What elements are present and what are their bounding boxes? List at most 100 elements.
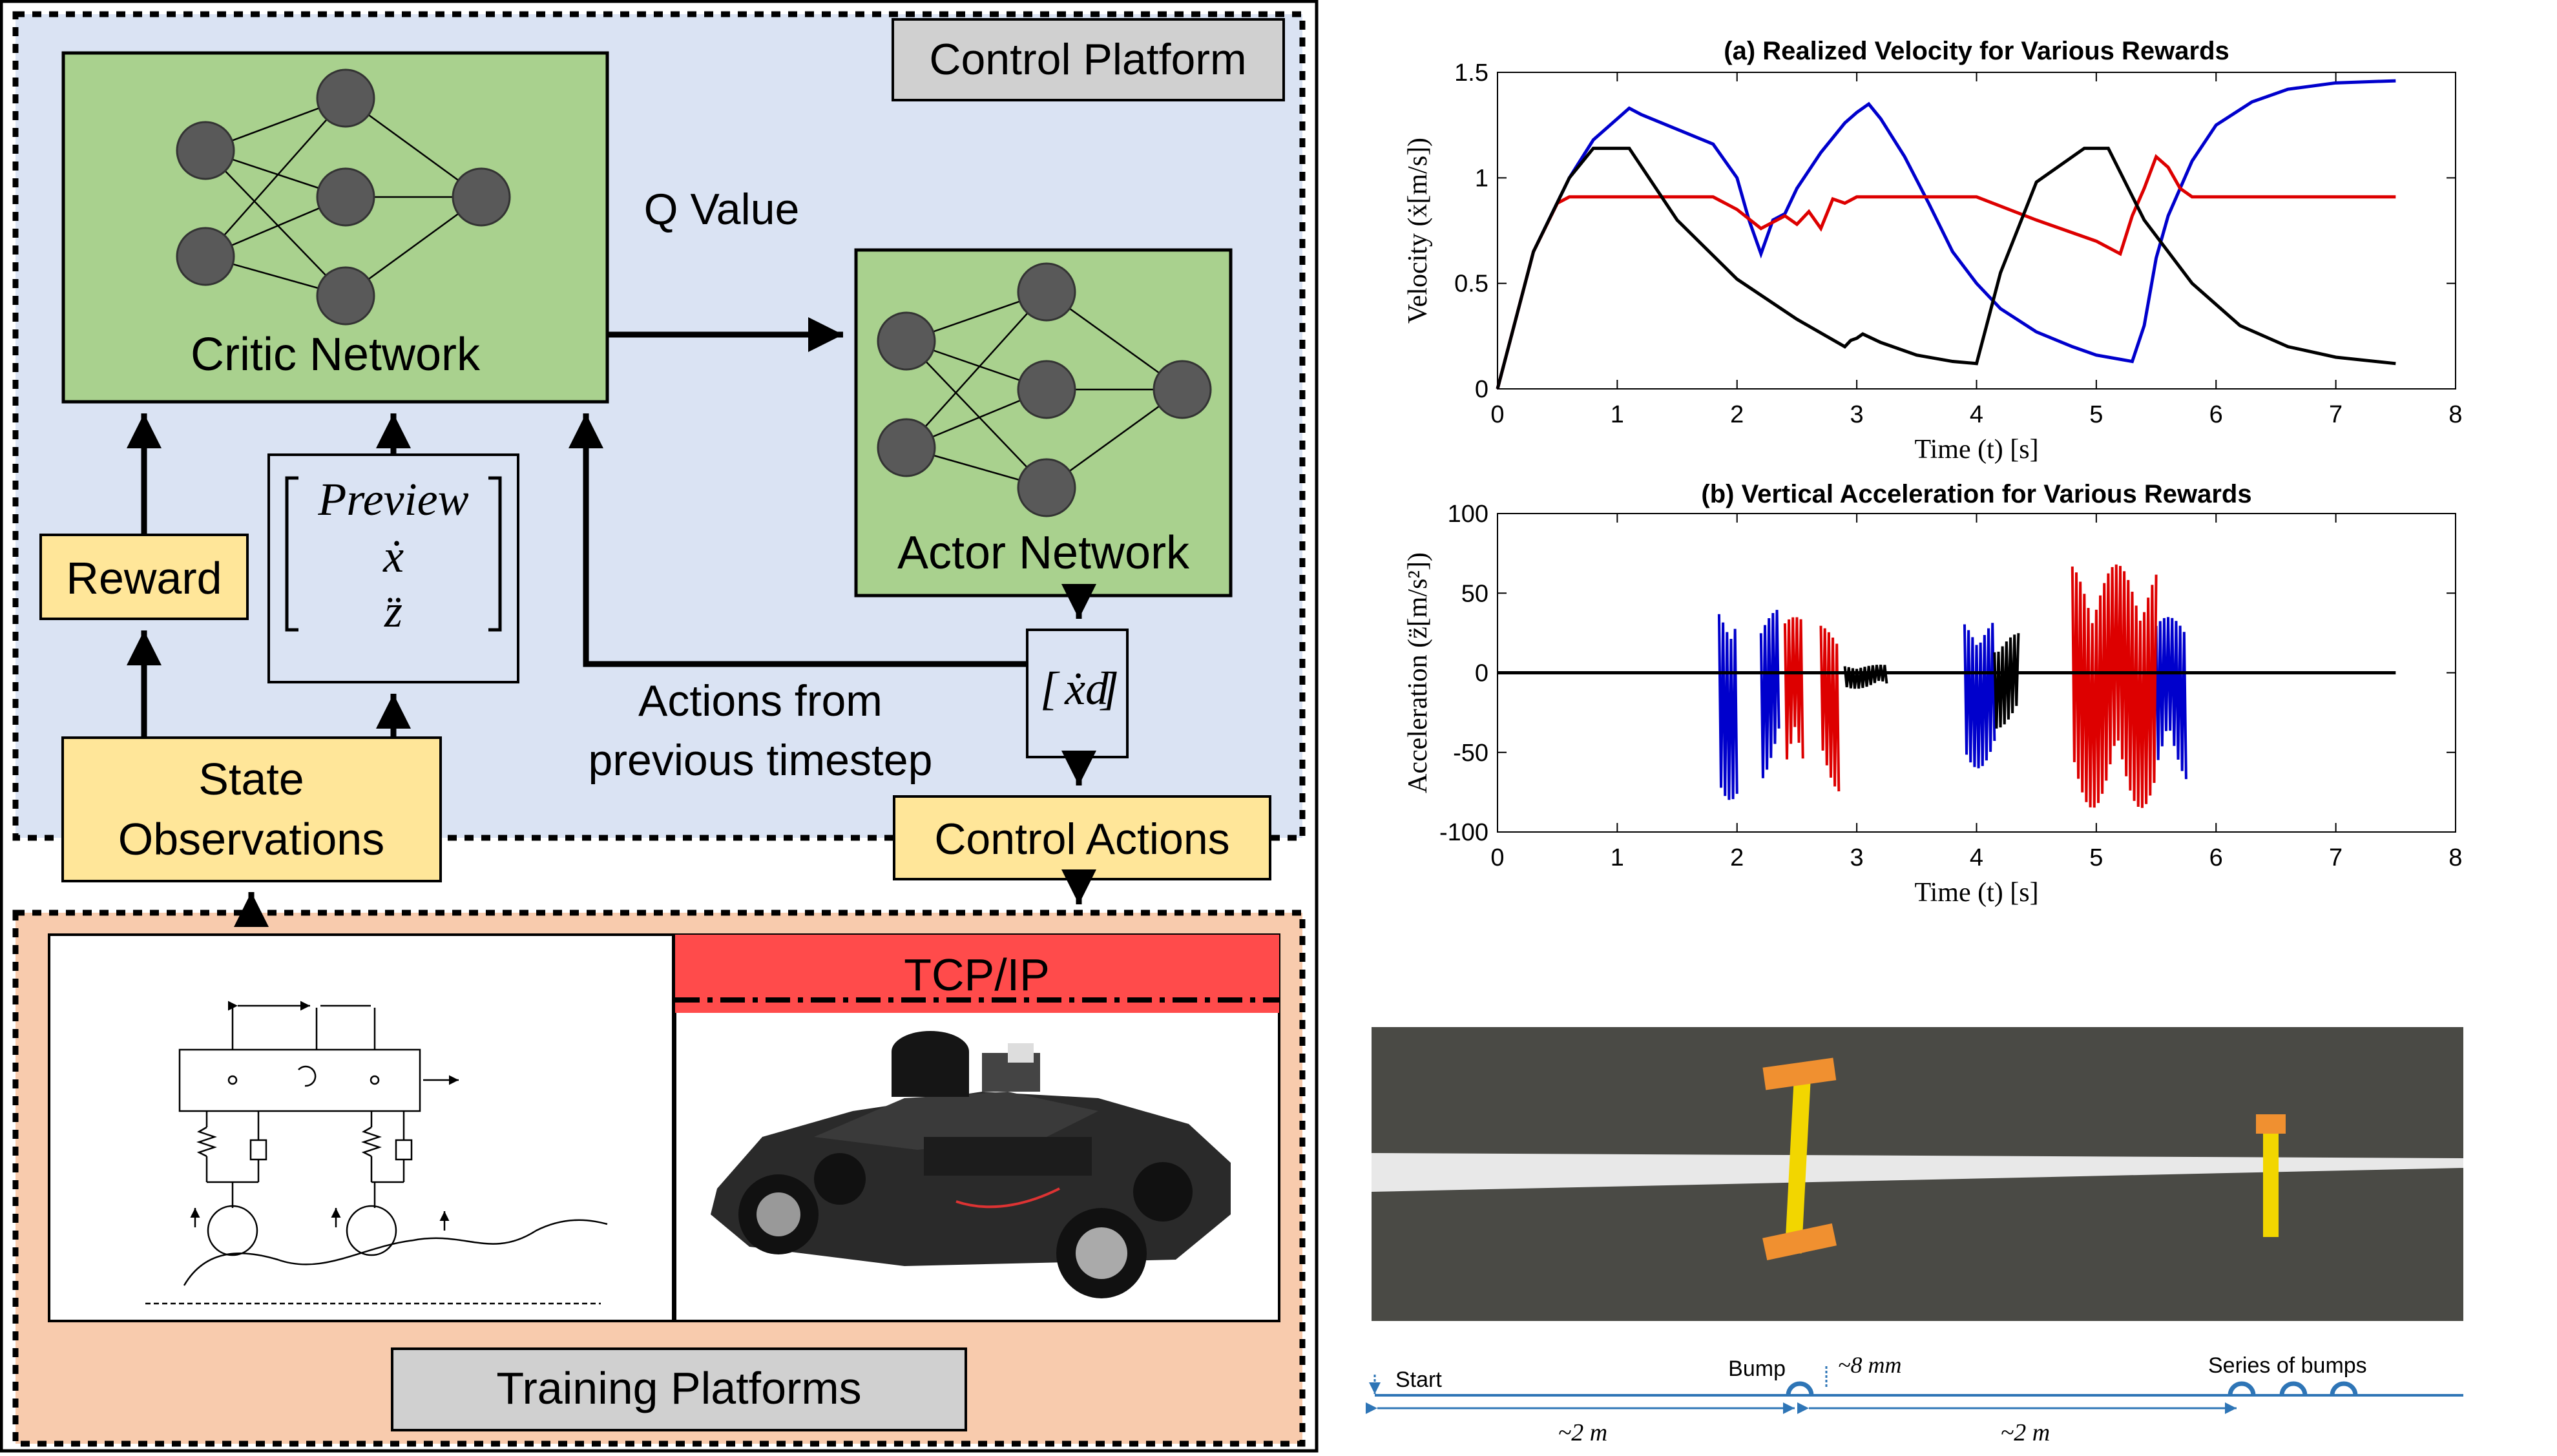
quarter-car-schematic-panel bbox=[48, 933, 674, 1322]
x-tick-label: 0 bbox=[1490, 844, 1504, 871]
nn-neuron bbox=[1153, 360, 1212, 419]
critic-network-graph bbox=[176, 68, 511, 326]
x-axis-label: Time (t) [s] bbox=[1914, 435, 2038, 464]
architecture-diagram: Control Platform Critic Network Q Value … bbox=[0, 0, 1319, 1453]
tcp-ip-label: TCP/IP bbox=[904, 950, 1050, 1000]
nn-neuron bbox=[1017, 262, 1076, 322]
actions-from-line2: previous timestep bbox=[589, 736, 933, 785]
nn-neuron bbox=[316, 167, 375, 227]
x-axis-label: Time (t) [s] bbox=[1914, 878, 2038, 908]
acceleration-chart: 0 1 2 3 4 5 6 7 8 -100 -50 0 50 100 (b) Vertical Accel… bbox=[1403, 480, 2463, 908]
chart-title: (b) Vertical Acceleration for Various Re… bbox=[1701, 480, 2251, 508]
plot-area bbox=[1497, 72, 2456, 390]
y-axis-label: Velocity (ẋ[m/s]) bbox=[1403, 138, 1433, 324]
connector-arrows bbox=[127, 317, 1096, 927]
series-line-black bbox=[1496, 147, 2396, 390]
track-photo bbox=[1372, 1027, 2463, 1321]
distance-2-label: ~2 m bbox=[2001, 1419, 2051, 1446]
state-vector-acceleration: z̈ bbox=[384, 585, 402, 637]
y-axis-label: Acceleration (z̈[m/s²]) bbox=[1403, 552, 1433, 793]
x-tick-label: 7 bbox=[2329, 401, 2343, 428]
series-burst-black bbox=[1993, 633, 2020, 729]
bump-height-label: ~8 mm bbox=[1838, 1352, 1901, 1378]
y-tick-label: 1.5 bbox=[1454, 59, 1488, 87]
control-actions-label: Control Actions bbox=[934, 815, 1229, 864]
nn-neuron bbox=[316, 68, 375, 128]
series-bump-2 bbox=[2279, 1381, 2308, 1396]
nn-neuron bbox=[452, 167, 511, 227]
series-line-red bbox=[1496, 154, 2396, 390]
x-tick-label: 5 bbox=[2089, 401, 2103, 428]
state-observations-box: State Observations bbox=[61, 736, 442, 882]
state-observations-line1: State bbox=[198, 754, 304, 804]
chart-title: (a) Realized Velocity for Various Reward… bbox=[1724, 37, 2229, 65]
reward-label: Reward bbox=[66, 553, 222, 603]
state-observations-line2: Observations bbox=[118, 814, 384, 864]
x-tick-label: 1 bbox=[1611, 844, 1624, 871]
x-tick-label: 2 bbox=[1730, 844, 1744, 871]
x-tick-label: 4 bbox=[1970, 844, 1983, 871]
outer-frame bbox=[0, 0, 1319, 1453]
action-vector-bracket-left: [ bbox=[1040, 663, 1060, 714]
control-actions-box: Control Actions bbox=[893, 795, 1271, 880]
physical-car-panel: TCP/IP bbox=[674, 933, 1280, 1322]
actor-network-graph bbox=[877, 262, 1212, 517]
actor-network-box: Actor Network bbox=[854, 248, 1233, 598]
nn-neuron bbox=[1017, 458, 1076, 517]
actor-network-label: Actor Network bbox=[897, 527, 1190, 579]
x-tick-label: 4 bbox=[1970, 401, 1983, 428]
x-tick-label: 1 bbox=[1611, 401, 1624, 428]
series-burst-blue bbox=[1963, 623, 1996, 769]
x-tick-label: 5 bbox=[2089, 844, 2103, 871]
series-burst-blue bbox=[1717, 614, 1738, 800]
y-tick-label: 50 bbox=[1461, 580, 1488, 607]
track-bump-label: Bump bbox=[1728, 1357, 1786, 1381]
x-tick-label: 3 bbox=[1850, 401, 1864, 428]
velocity-chart: 0 1 2 3 4 5 6 7 8 0 0.5 1 1.5 (a) Realized Velocity f… bbox=[1403, 37, 2463, 464]
x-tick-label: 8 bbox=[2448, 401, 2462, 428]
x-tick-label: 7 bbox=[2329, 844, 2343, 871]
nn-neuron bbox=[316, 266, 375, 326]
nn-edge bbox=[906, 340, 1047, 488]
rc-car-image bbox=[711, 1031, 1231, 1298]
series-line-blue bbox=[1496, 79, 2396, 390]
y-tick-label: -50 bbox=[1453, 740, 1488, 767]
reward-box: Reward bbox=[39, 534, 249, 620]
x-tick-label: 0 bbox=[1490, 401, 1504, 428]
distance-1-label: ~2 m bbox=[1558, 1419, 1608, 1446]
single-bump bbox=[1786, 1381, 1814, 1396]
nn-edge bbox=[205, 150, 346, 296]
series-of-bumps-label: Series of bumps bbox=[2208, 1353, 2367, 1378]
track-start-label: Start bbox=[1395, 1368, 1442, 1392]
y-tick-label: 0 bbox=[1475, 376, 1488, 403]
y-tick-label: 100 bbox=[1448, 501, 1488, 528]
nn-neuron bbox=[877, 418, 936, 477]
state-vector-velocity: ẋ bbox=[382, 530, 404, 582]
track-schematic: Start Bump ~8 mm Series of bumps ~2 m ~2… bbox=[1366, 1352, 2463, 1446]
nn-edge bbox=[906, 291, 1047, 448]
y-tick-label: 0 bbox=[1475, 660, 1488, 687]
arrow-actions-to-critic bbox=[569, 413, 1027, 667]
action-vector-label: ẋd bbox=[1064, 663, 1109, 714]
series-burst-blue bbox=[1759, 610, 1780, 778]
series-bump-3 bbox=[2330, 1381, 2358, 1396]
actions-from-line1: Actions from bbox=[638, 676, 882, 725]
series-burst-red bbox=[2071, 564, 2158, 808]
state-vector-box: Preview ẋ z̈ bbox=[267, 453, 519, 683]
q-value-label: Q Value bbox=[644, 185, 800, 234]
training-platforms-label-box: Training Platforms bbox=[391, 1347, 967, 1431]
series-bump-1 bbox=[2228, 1381, 2256, 1396]
nn-neuron bbox=[176, 227, 235, 286]
critic-network-box: Critic Network bbox=[61, 51, 609, 404]
y-tick-label: -100 bbox=[1439, 819, 1488, 846]
x-tick-label: 3 bbox=[1850, 844, 1864, 871]
y-tick-label: 1 bbox=[1475, 165, 1488, 192]
nn-neuron bbox=[877, 311, 936, 371]
x-tick-label: 6 bbox=[2209, 844, 2223, 871]
nn-neuron bbox=[1017, 360, 1076, 419]
x-tick-label: 6 bbox=[2209, 401, 2223, 428]
x-tick-label: 8 bbox=[2448, 844, 2462, 871]
training-platforms-label: Training Platforms bbox=[496, 1363, 861, 1413]
